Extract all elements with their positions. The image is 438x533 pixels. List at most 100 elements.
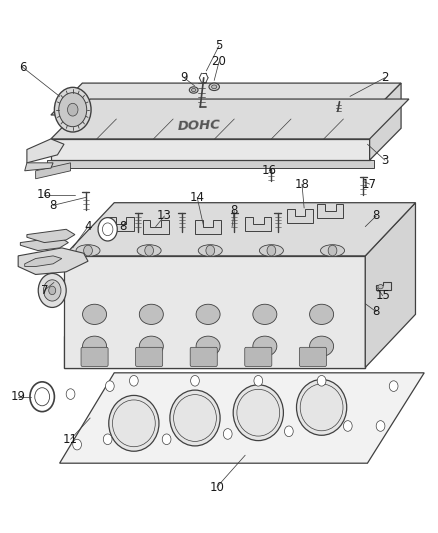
Circle shape <box>38 273 66 308</box>
Text: 4: 4 <box>84 220 92 233</box>
Circle shape <box>54 87 91 132</box>
Text: DOHC: DOHC <box>177 118 221 133</box>
Polygon shape <box>195 220 221 233</box>
Polygon shape <box>287 209 313 223</box>
Polygon shape <box>35 163 71 179</box>
Ellipse shape <box>196 336 220 357</box>
Polygon shape <box>245 217 272 231</box>
Circle shape <box>376 421 385 431</box>
Circle shape <box>43 280 61 301</box>
Text: 8: 8 <box>372 209 380 222</box>
Circle shape <box>285 426 293 437</box>
Text: 11: 11 <box>63 433 78 446</box>
Ellipse shape <box>82 304 106 325</box>
Text: 20: 20 <box>212 55 226 68</box>
Text: 8: 8 <box>119 220 127 233</box>
Circle shape <box>106 381 114 391</box>
Text: 15: 15 <box>375 289 390 302</box>
Ellipse shape <box>139 304 163 325</box>
Circle shape <box>67 103 78 116</box>
Circle shape <box>73 439 81 450</box>
FancyBboxPatch shape <box>81 348 108 367</box>
Circle shape <box>328 245 337 256</box>
Circle shape <box>84 245 92 256</box>
Polygon shape <box>370 83 401 160</box>
Polygon shape <box>143 220 169 233</box>
Text: 8: 8 <box>49 199 57 212</box>
Circle shape <box>389 381 398 391</box>
Text: 16: 16 <box>262 164 277 177</box>
Text: 2: 2 <box>381 71 389 84</box>
Circle shape <box>343 421 352 431</box>
Polygon shape <box>18 248 88 274</box>
Text: 8: 8 <box>230 204 238 217</box>
Ellipse shape <box>212 85 217 88</box>
Polygon shape <box>376 282 392 290</box>
Ellipse shape <box>137 245 161 256</box>
Text: 14: 14 <box>190 191 205 204</box>
FancyBboxPatch shape <box>245 348 272 367</box>
Circle shape <box>49 286 56 295</box>
Ellipse shape <box>170 390 220 446</box>
Polygon shape <box>317 204 343 217</box>
Text: 10: 10 <box>209 481 224 494</box>
Circle shape <box>254 375 263 386</box>
Text: 9: 9 <box>180 71 188 84</box>
Text: 19: 19 <box>11 390 26 403</box>
Polygon shape <box>64 203 416 256</box>
Circle shape <box>130 375 138 386</box>
Text: 17: 17 <box>362 177 377 191</box>
Text: 5: 5 <box>215 39 223 52</box>
Ellipse shape <box>259 245 283 256</box>
Polygon shape <box>27 139 64 163</box>
Polygon shape <box>51 83 401 115</box>
Text: 3: 3 <box>381 154 389 167</box>
FancyBboxPatch shape <box>299 348 326 367</box>
Circle shape <box>98 217 117 241</box>
Ellipse shape <box>191 88 196 92</box>
Ellipse shape <box>139 336 163 357</box>
Ellipse shape <box>209 83 219 91</box>
Text: 7: 7 <box>41 284 48 297</box>
Circle shape <box>59 93 87 127</box>
Polygon shape <box>25 256 62 266</box>
Ellipse shape <box>253 336 277 357</box>
Polygon shape <box>64 336 365 368</box>
Ellipse shape <box>82 336 106 357</box>
Text: 13: 13 <box>157 209 172 222</box>
Circle shape <box>162 434 171 445</box>
FancyBboxPatch shape <box>190 348 217 367</box>
Ellipse shape <box>310 304 334 325</box>
Ellipse shape <box>297 379 347 435</box>
Text: 6: 6 <box>19 61 26 74</box>
Polygon shape <box>51 139 370 160</box>
Ellipse shape <box>310 336 334 357</box>
Polygon shape <box>20 237 68 251</box>
Circle shape <box>317 375 326 386</box>
Ellipse shape <box>253 304 277 325</box>
Ellipse shape <box>198 245 222 256</box>
Circle shape <box>145 245 153 256</box>
Ellipse shape <box>378 285 383 289</box>
Polygon shape <box>25 163 53 171</box>
Ellipse shape <box>76 245 100 256</box>
Ellipse shape <box>109 395 159 451</box>
Text: 18: 18 <box>294 177 309 191</box>
Ellipse shape <box>321 245 345 256</box>
Circle shape <box>206 245 215 256</box>
Circle shape <box>66 389 75 399</box>
Circle shape <box>223 429 232 439</box>
FancyBboxPatch shape <box>136 348 162 367</box>
Circle shape <box>103 434 112 445</box>
Polygon shape <box>27 229 75 243</box>
Polygon shape <box>51 99 409 139</box>
Ellipse shape <box>189 87 198 93</box>
Polygon shape <box>64 256 365 368</box>
Text: 16: 16 <box>37 188 52 201</box>
Ellipse shape <box>233 385 283 441</box>
Text: 8: 8 <box>372 305 380 318</box>
Polygon shape <box>108 217 134 231</box>
Ellipse shape <box>196 304 220 325</box>
Circle shape <box>191 375 199 386</box>
Polygon shape <box>60 373 424 463</box>
